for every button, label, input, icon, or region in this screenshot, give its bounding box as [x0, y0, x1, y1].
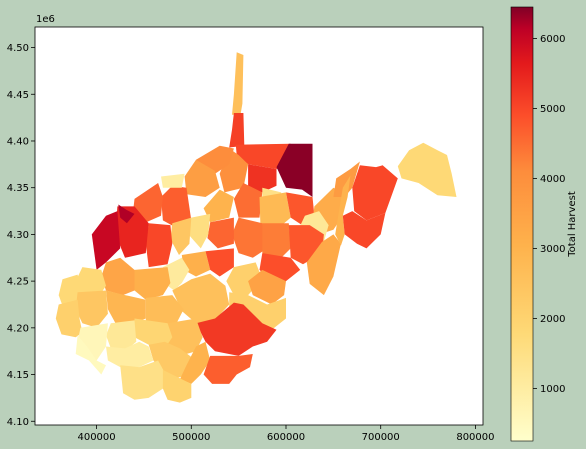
- y-tick-label: 4.35: [7, 183, 29, 194]
- county-c32: [335, 175, 351, 246]
- y-tick-label: 4.25: [7, 277, 29, 288]
- county-c09: [233, 183, 263, 218]
- axes-frame: [34, 26, 484, 426]
- y-tick-label: 4.30: [7, 230, 29, 241]
- county-c50: [55, 299, 83, 338]
- county-c21: [145, 223, 173, 268]
- y-offset-label: 1e6: [36, 14, 55, 25]
- x-tick-label: 400000: [77, 432, 115, 443]
- county-c31: [333, 161, 360, 197]
- county-c18: [207, 217, 234, 249]
- county-c01: [232, 52, 244, 115]
- county-c54: [148, 341, 196, 380]
- county-c59: [106, 341, 154, 368]
- county-c62: [75, 335, 106, 375]
- county-c37: [205, 248, 234, 277]
- county-c15: [259, 192, 291, 230]
- county-c49: [75, 290, 108, 328]
- county-c53: [134, 318, 173, 349]
- county-c11: [203, 189, 234, 223]
- county-c56: [203, 354, 253, 384]
- county-c19: [188, 213, 211, 249]
- county-c60: [120, 360, 165, 400]
- county-c35: [397, 142, 457, 197]
- colorbar: [510, 6, 534, 442]
- county-c12: [161, 185, 192, 230]
- x-axis-ticks: 400000 500000 600000 700000 800000: [77, 425, 495, 443]
- county-regions: [55, 52, 457, 403]
- x-tick-label: 600000: [267, 432, 305, 443]
- county-c17: [232, 217, 268, 258]
- county-c27: [262, 223, 291, 263]
- county-c39: [248, 269, 286, 305]
- county-c20: [170, 217, 192, 255]
- y-axis-ticks: 4.10 4.15 4.20 4.25 4.30 4.35 4.40 4.45 4.50: [7, 43, 35, 428]
- colorbar-tick-label: 1000: [540, 384, 565, 395]
- colorbar-ticks: 1000 2000 3000 4000 5000 6000: [533, 34, 565, 395]
- county-c48: [106, 290, 146, 324]
- county-c06: [248, 164, 277, 193]
- county-c23: [91, 211, 121, 270]
- county-c51: [196, 302, 277, 356]
- colorbar-tick-label: 6000: [540, 34, 565, 45]
- x-tick-label: 500000: [172, 432, 210, 443]
- county-c34: [342, 211, 386, 249]
- county-c04: [276, 143, 313, 197]
- county-c13: [161, 173, 185, 188]
- county-c33: [352, 165, 398, 221]
- y-tick-label: 4.20: [7, 323, 29, 334]
- y-tick-label: 4.45: [7, 90, 29, 101]
- x-tick-label: 700000: [362, 432, 400, 443]
- colorbar-label: Total Harvest: [567, 191, 578, 258]
- y-tick-label: 4.10: [7, 417, 29, 428]
- county-c55: [179, 341, 211, 384]
- x-tick-label: 800000: [456, 432, 494, 443]
- county-c30: [306, 234, 341, 296]
- county-c03: [235, 143, 291, 169]
- county-c61: [162, 369, 192, 403]
- county-c41: [134, 267, 171, 300]
- y-tick-label: 4.40: [7, 136, 29, 147]
- county-c08: [184, 159, 220, 197]
- county-c24: [118, 204, 135, 224]
- county-c42: [101, 257, 135, 296]
- y-tick-label: 4.50: [7, 43, 29, 54]
- county-c45: [172, 273, 230, 324]
- colorbar-tick-label: 3000: [540, 244, 565, 255]
- county-c02: [229, 113, 245, 148]
- colorbar-tick-label: 4000: [540, 174, 565, 185]
- county-c52: [167, 318, 203, 356]
- colorbar-tick-label: 2000: [540, 314, 565, 325]
- county-c57: [106, 320, 137, 352]
- y-tick-label: 4.15: [7, 370, 29, 381]
- colorbar-tick-label: 5000: [540, 104, 565, 115]
